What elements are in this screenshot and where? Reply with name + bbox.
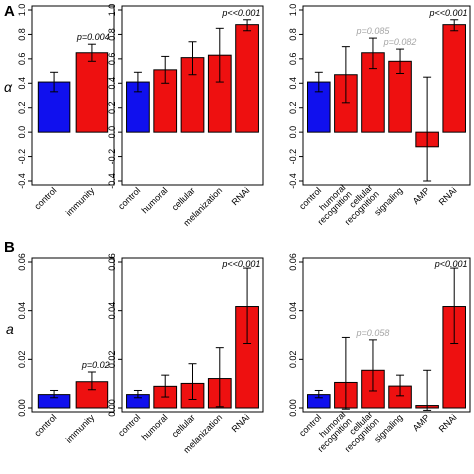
panel-2-category-label-2: humoral [140,185,170,215]
panel-4-category-label-2: immunity [64,412,97,445]
panel-3-pvalue-1: p=0.085 [356,26,391,36]
panel-4-pvalue-1: p=0.02 [81,360,110,370]
panel-3-ytick-label: 0.4 [288,77,298,90]
panel-1-ytick-label: -0.4 [17,173,27,189]
panel-4-ytick-label: 0.06 [17,253,27,271]
panel-2-ytick-label: 0.6 [107,53,117,66]
panel-6-ytick-label: 0.02 [288,351,298,369]
panel-3-ytick-label: -0.2 [288,149,298,165]
panel-6-category-label-6: RNAi [437,412,459,434]
panel-3-bar-6 [442,24,466,133]
panel-4-frame [31,257,115,413]
panel-2-pvalue-1: p<<0.001 [221,8,260,18]
panel-5-ytick-label: 0.02 [107,351,117,369]
panel-5-pvalue-1: p<<0.001 [221,259,260,269]
panel-6-category-label-4: signaling [372,412,404,444]
panel-3-ytick-label: 0.2 [288,101,298,114]
panel-1-ytick-label: 1.0 [17,4,27,17]
panel-2-category-label-1: control [116,185,142,211]
panel-3-category-label-5: AMP [411,185,432,206]
panel-1-frame [31,5,115,186]
panel-4-ytick-label: 0.02 [17,351,27,369]
a-axis-label: a [6,321,14,337]
panel-4-category-label-1: control [32,412,58,438]
panel-letter-b: B [4,239,15,256]
panel-3-ytick-label: 0.6 [288,53,298,66]
panel-2-ytick-label: -0.4 [107,173,117,189]
alpha-axis-label: α [4,79,13,95]
panel-5-category-label-2: humoral [140,412,170,442]
panel-1-bar-2 [75,52,109,133]
panel-6-ytick-label: 0.00 [288,399,298,417]
panel-3-ytick-label: 0.8 [288,28,298,41]
panel-4-ytick-label: 0.00 [17,399,27,417]
panel-1-category-label-1: control [32,185,58,211]
panel-letter-a: A [4,3,15,20]
panel-3-ytick-label: -0.4 [288,173,298,189]
panel-3-ytick-label: 0.0 [288,126,298,139]
panel-5-frame [121,257,264,413]
panel-6-frame [302,257,471,413]
panel-3-category-label-6: RNAi [437,185,459,207]
panel-2-ytick-label: 0.2 [107,101,117,114]
panel-3-frame [302,5,471,186]
panel-2-ytick-label: 0.0 [107,126,117,139]
panel-2-bar-5 [235,24,259,133]
panel-2-category-label-5: RNAi [230,185,252,207]
panel-3-ytick-label: 1.0 [288,4,298,17]
panel-5-ytick-label: 0.00 [107,399,117,417]
panel-5-ytick-label: 0.04 [107,302,117,320]
panel-5-category-label-5: RNAi [230,412,252,434]
panel-1-bar-1 [37,81,71,133]
panel-1-pvalue-1: p=0.004 [76,32,110,42]
panel-1-ytick-label: 0.8 [17,28,27,41]
panel-3-category-label-4: signaling [372,185,404,217]
panel-1-category-label-2: immunity [64,185,97,218]
panel-6-pvalue-1: p=0.058 [356,328,390,338]
panel-5-category-label-1: control [116,412,142,438]
panel-2-ytick-label: 1.0 [107,4,117,17]
panel-2-ytick-label: 0.8 [107,28,117,41]
panel-1-ytick-label: 0.0 [17,126,27,139]
panel-2-ytick-label: -0.2 [107,149,117,165]
panel-1-ytick-label: 0.6 [17,53,27,66]
panel-2-ytick-label: 0.4 [107,77,117,90]
panel-2-frame [121,5,264,186]
panel-1-ytick-label: 0.2 [17,101,27,114]
panel-3-pvalue-3: p<<0.001 [428,8,467,18]
panel-3-pvalue-2: p=0.082 [383,37,417,47]
panel-4-ytick-label: 0.04 [17,302,27,320]
panel-6-ytick-label: 0.06 [288,253,298,271]
panel-6-ytick-label: 0.04 [288,302,298,320]
panel-6-pvalue-2: p<0.001 [434,259,468,269]
panel-6-category-label-5: AMP [411,412,432,433]
panel-5-ytick-label: 0.06 [107,253,117,271]
panel-1-ytick-label: 0.4 [17,77,27,90]
panel-1-ytick-label: -0.2 [17,149,27,165]
